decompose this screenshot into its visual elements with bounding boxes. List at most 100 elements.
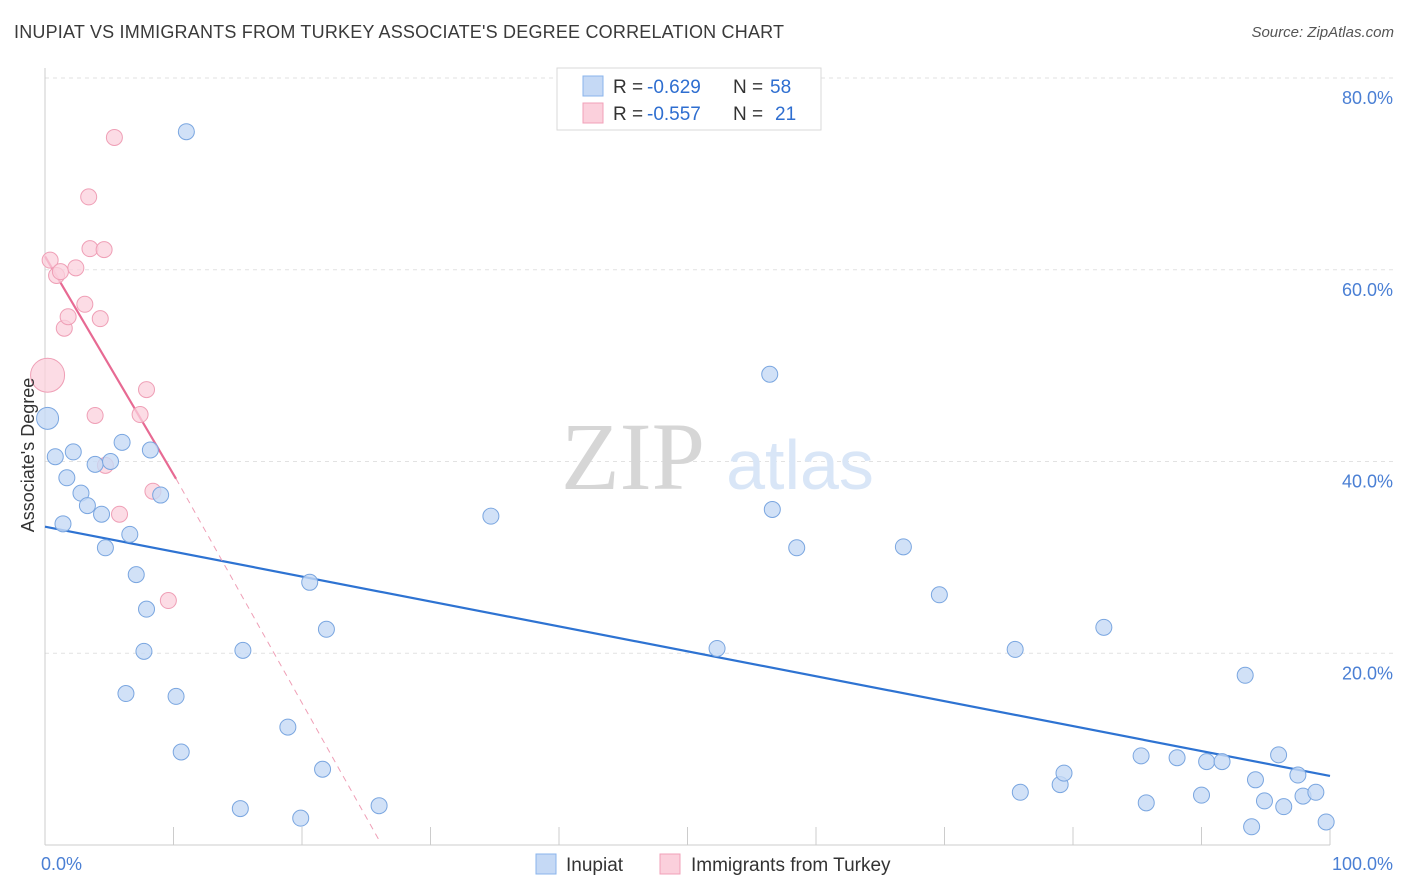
point-turkey-11 — [91, 310, 109, 328]
legend-n-value-turkey: 21 — [775, 104, 796, 125]
trendline-inupiat — [44, 525, 1331, 778]
point-inupiat-44 — [1168, 749, 1186, 767]
legend-r-label-turkey: R = — [613, 104, 643, 125]
point-inupiat-1 — [46, 448, 64, 466]
point-inupiat-57 — [1317, 813, 1335, 831]
y-tick-label-0: 20.0% — [1342, 663, 1393, 683]
point-inupiat-10 — [102, 453, 120, 470]
series-legend-label-turkey: Immigrants from Turkey — [691, 855, 891, 876]
watermark-zip: ZIP — [561, 403, 705, 510]
point-inupiat-27 — [314, 760, 332, 778]
point-turkey-17 — [138, 381, 156, 399]
legend-swatch-turkey — [582, 102, 604, 124]
point-inupiat-48 — [1236, 666, 1254, 684]
point-inupiat-4 — [64, 443, 82, 461]
point-inupiat-42 — [1132, 747, 1150, 765]
tick-labels: 20.0% 40.0% 60.0% 80.0% 0.0% 100.0% — [41, 88, 1393, 874]
point-inupiat-34 — [788, 539, 806, 557]
point-inupiat-7 — [86, 455, 104, 473]
y-tick-label-3: 80.0% — [1342, 88, 1393, 108]
point-inupiat-52 — [1270, 746, 1288, 764]
point-inupiat-38 — [1011, 783, 1029, 801]
point-inupiat-32 — [761, 365, 779, 383]
point-inupiat-43 — [1137, 794, 1155, 812]
point-inupiat-22 — [231, 800, 249, 818]
axes — [44, 68, 1331, 846]
point-turkey-12 — [95, 241, 113, 259]
point-inupiat-31 — [708, 639, 726, 657]
series-legend-label-inupiat: Inupiat — [566, 855, 624, 876]
point-inupiat-49 — [1243, 818, 1261, 836]
point-inupiat-21 — [177, 123, 195, 141]
point-inupiat-18 — [152, 486, 170, 504]
point-inupiat-51 — [1255, 792, 1273, 810]
point-turkey-19 — [159, 592, 177, 610]
point-inupiat-54 — [1289, 766, 1307, 784]
point-inupiat-56 — [1307, 783, 1325, 801]
legend-n-value-inupiat: 58 — [770, 77, 791, 98]
point-inupiat-53 — [1275, 798, 1293, 816]
point-inupiat-2 — [54, 515, 72, 533]
point-inupiat-11 — [113, 433, 131, 451]
legend-r-label-inupiat: R = — [613, 77, 643, 98]
data-points — [30, 123, 1335, 836]
point-turkey-16 — [131, 406, 149, 424]
point-inupiat-45 — [1193, 786, 1210, 804]
point-turkey-6 — [67, 259, 85, 277]
point-turkey-1 — [41, 251, 59, 269]
point-inupiat-50 — [1246, 771, 1264, 789]
source-credit: Source: ZipAtlas.com — [1251, 24, 1394, 41]
watermark-atlas: atlas — [726, 426, 874, 504]
point-inupiat-41 — [1095, 618, 1113, 636]
point-inupiat-17 — [141, 441, 159, 459]
point-inupiat-20 — [172, 743, 190, 761]
point-inupiat-13 — [121, 525, 139, 543]
y-tick-label-2: 60.0% — [1342, 280, 1393, 300]
point-inupiat-6 — [78, 497, 96, 515]
point-inupiat-12 — [117, 685, 135, 703]
trendline-turkey-extension — [175, 478, 380, 841]
legend-n-label-inupiat: N = — [733, 77, 763, 98]
legend-r-value-turkey: -0.557 — [647, 104, 701, 125]
point-inupiat-46 — [1198, 753, 1216, 771]
point-inupiat-47 — [1213, 753, 1231, 771]
x-tick-label-0: 0.0% — [41, 854, 82, 874]
point-inupiat-19 — [167, 687, 185, 705]
point-inupiat-29 — [370, 797, 388, 815]
y-axis-title: Associate's Degree — [18, 378, 38, 533]
point-inupiat-36 — [930, 586, 948, 604]
point-turkey-15 — [111, 505, 129, 523]
point-inupiat-28 — [317, 620, 335, 638]
legend-r-value-inupiat: -0.629 — [647, 77, 701, 98]
point-turkey-0 — [30, 357, 66, 393]
point-inupiat-35 — [894, 538, 912, 556]
point-inupiat-14 — [127, 566, 145, 584]
watermark: ZIP atlas — [561, 403, 874, 510]
series-legend-swatch-turkey — [659, 853, 681, 875]
point-turkey-3 — [51, 263, 69, 281]
point-inupiat-25 — [292, 809, 310, 827]
stats-legend: R = -0.629 N = 58 R = -0.557 N = 21 — [556, 67, 822, 131]
series-legend-swatch-inupiat — [535, 853, 557, 875]
point-inupiat-15 — [135, 642, 153, 660]
point-inupiat-3 — [58, 469, 76, 487]
point-inupiat-0 — [36, 406, 60, 430]
x-tick-label-1: 100.0% — [1332, 854, 1393, 874]
point-inupiat-33 — [763, 500, 781, 518]
point-turkey-9 — [81, 240, 99, 258]
point-inupiat-16 — [138, 600, 156, 618]
legend-swatch-inupiat — [582, 75, 604, 97]
legend-n-label-turkey: N = — [733, 104, 763, 125]
point-turkey-14 — [105, 128, 123, 146]
point-turkey-8 — [80, 188, 98, 206]
series-legend: Inupiat Immigrants from Turkey — [535, 853, 891, 876]
trendlines — [44, 255, 1331, 841]
point-inupiat-8 — [93, 505, 111, 523]
trendline-turkey — [44, 255, 178, 480]
point-inupiat-26 — [301, 573, 319, 591]
point-inupiat-37 — [1006, 640, 1024, 658]
point-inupiat-9 — [96, 539, 114, 557]
point-inupiat-40 — [1055, 764, 1073, 782]
y-tick-label-1: 40.0% — [1342, 472, 1393, 492]
